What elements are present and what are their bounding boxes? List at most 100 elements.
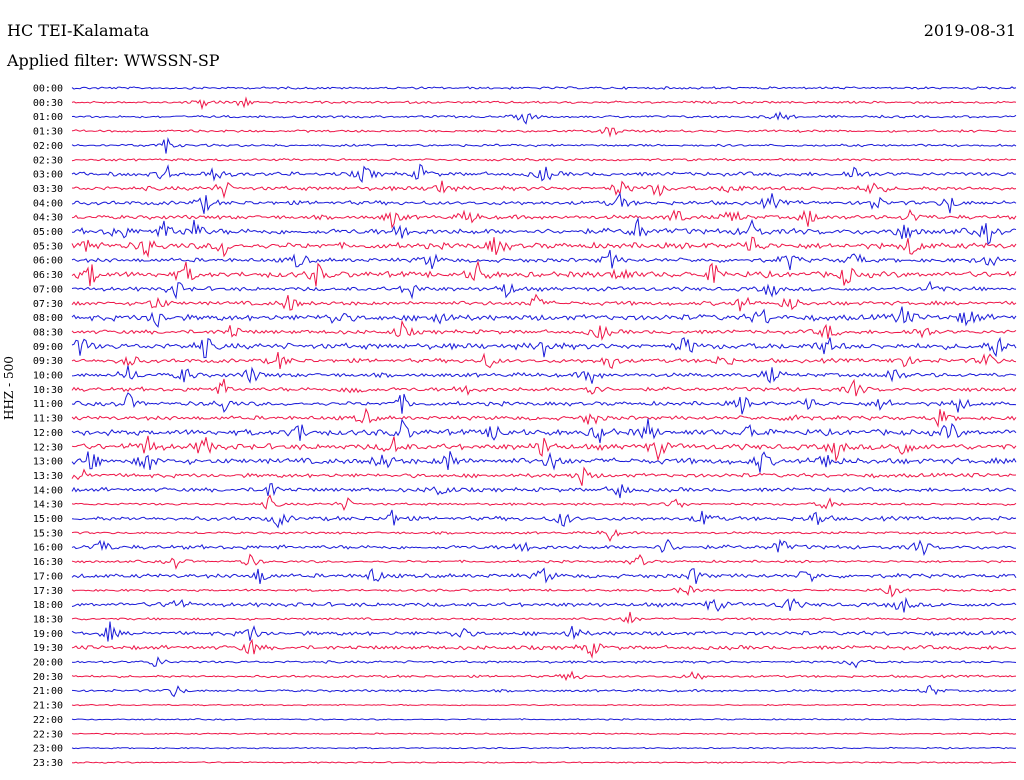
time-label: 14:30 xyxy=(33,500,63,511)
seismic-trace xyxy=(71,392,1017,415)
time-label: 18:30 xyxy=(33,614,63,625)
seismic-trace xyxy=(71,732,1017,736)
time-label: 17:00 xyxy=(33,571,63,582)
time-label: 08:30 xyxy=(33,327,63,338)
time-label: 10:00 xyxy=(33,371,63,382)
time-label: 06:00 xyxy=(33,256,63,267)
time-label: 04:30 xyxy=(33,213,63,224)
time-label: 23:00 xyxy=(33,744,63,755)
time-label: 18:00 xyxy=(33,600,63,611)
time-label: 15:00 xyxy=(33,514,63,525)
time-label: 01:00 xyxy=(33,112,63,123)
time-label: 12:30 xyxy=(33,442,63,453)
seismic-trace xyxy=(71,718,1016,721)
time-label: 12:00 xyxy=(33,428,63,439)
time-label: 05:30 xyxy=(33,241,63,252)
record-date: 2019-08-31 xyxy=(923,21,1016,40)
seismic-trace xyxy=(71,216,1017,246)
time-label: 03:30 xyxy=(33,184,63,195)
seismic-trace xyxy=(71,494,1017,511)
time-label: 09:30 xyxy=(33,356,63,367)
time-label: 16:30 xyxy=(33,557,63,568)
seismic-trace xyxy=(71,435,1017,463)
time-label: 22:00 xyxy=(33,715,63,726)
time-label: 23:30 xyxy=(33,758,63,769)
seismic-trace xyxy=(71,483,1017,499)
time-label: 17:30 xyxy=(33,586,63,597)
seismic-trace xyxy=(71,259,1017,287)
time-label: 10:30 xyxy=(33,385,63,396)
time-label: 08:00 xyxy=(33,313,63,324)
time-label: 09:00 xyxy=(33,342,63,353)
time-label: 02:30 xyxy=(33,155,63,166)
seismic-trace xyxy=(71,703,1017,707)
seismic-trace xyxy=(71,351,1017,370)
seismic-trace xyxy=(71,567,1017,585)
time-label: 03:00 xyxy=(33,170,63,181)
time-label: 16:00 xyxy=(33,543,63,554)
time-label: 01:30 xyxy=(33,127,63,138)
time-label: 21:00 xyxy=(33,686,63,697)
time-label: 06:30 xyxy=(33,270,63,281)
time-label: 20:30 xyxy=(33,672,63,683)
seismic-trace xyxy=(71,538,1017,557)
time-label: 15:30 xyxy=(33,528,63,539)
seismic-trace xyxy=(71,137,1017,154)
time-label: 04:00 xyxy=(33,198,63,209)
seismic-trace xyxy=(71,163,1017,183)
seismic-trace xyxy=(71,451,1017,473)
time-label: 13:00 xyxy=(33,457,63,468)
seismic-trace xyxy=(71,336,1017,359)
time-label: 00:30 xyxy=(33,98,63,109)
seismic-trace xyxy=(71,208,1017,229)
seismic-trace xyxy=(71,509,1017,529)
seismic-trace xyxy=(71,638,1017,659)
time-label: 19:00 xyxy=(33,629,63,640)
seismic-trace xyxy=(71,157,1017,162)
time-label: 11:00 xyxy=(33,399,63,410)
seismic-trace xyxy=(71,236,1017,258)
seismic-trace xyxy=(71,306,1017,328)
time-label: 14:00 xyxy=(33,485,63,496)
seismic-trace xyxy=(71,466,1017,486)
seismic-trace xyxy=(71,293,1017,312)
seismic-trace xyxy=(71,96,1017,111)
seismic-trace xyxy=(71,611,1017,625)
time-label: 07:00 xyxy=(33,284,63,295)
seismic-trace xyxy=(71,684,1017,698)
seismic-trace xyxy=(71,761,1017,764)
time-label: 11:30 xyxy=(33,414,63,425)
time-label: 21:30 xyxy=(33,701,63,712)
seismic-trace xyxy=(71,407,1017,428)
time-label: 20:00 xyxy=(33,658,63,669)
seismic-trace xyxy=(71,249,1017,271)
time-label: 07:30 xyxy=(33,299,63,310)
time-label: 13:30 xyxy=(33,471,63,482)
time-label: 00:00 xyxy=(33,84,63,95)
time-label: 22:30 xyxy=(33,729,63,740)
seismic-trace xyxy=(71,192,1017,214)
seismic-trace xyxy=(71,553,1017,570)
seismic-trace xyxy=(71,180,1017,199)
seismic-trace xyxy=(71,418,1017,444)
seismic-trace xyxy=(71,528,1017,542)
seismic-trace xyxy=(71,670,1017,682)
seismic-trace xyxy=(71,86,1017,91)
seismic-trace xyxy=(71,378,1017,397)
seismic-trace xyxy=(71,365,1017,384)
seismic-trace xyxy=(71,280,1017,300)
time-label: 19:30 xyxy=(33,643,63,654)
seismic-trace xyxy=(71,319,1017,341)
seismic-trace xyxy=(71,596,1017,613)
seismic-trace xyxy=(71,746,1017,750)
filter-label: Applied filter: WWSSN-SP xyxy=(7,51,220,70)
seismic-trace xyxy=(71,111,1017,125)
time-label: 05:00 xyxy=(33,227,63,238)
station-title: HC TEI-Kalamata xyxy=(7,21,150,40)
time-label: 02:00 xyxy=(33,141,63,152)
seismic-trace xyxy=(71,126,1017,138)
seismic-trace xyxy=(71,656,1017,669)
seismic-trace xyxy=(71,621,1017,642)
